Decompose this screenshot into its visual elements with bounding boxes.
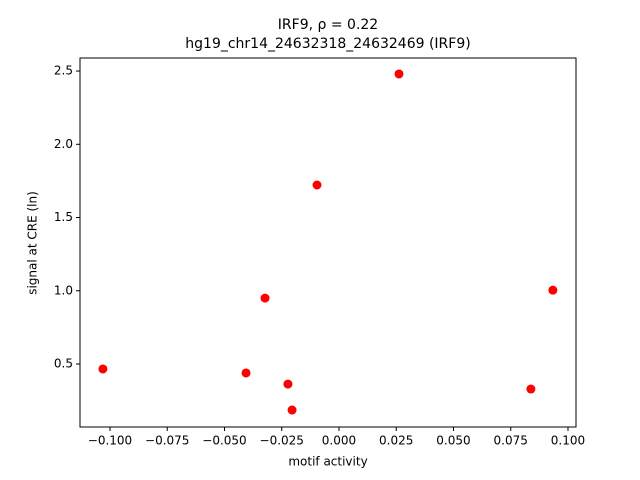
- x-tick-label: 0.025: [379, 434, 413, 448]
- x-axis-label: motif activity: [288, 455, 367, 469]
- x-tick-label: 0.100: [551, 434, 585, 448]
- point: [260, 293, 270, 303]
- x-tick-label: −0.075: [145, 434, 189, 448]
- point: [312, 180, 322, 190]
- x-tick-label: 0.050: [436, 434, 470, 448]
- point: [548, 285, 558, 295]
- y-tick-label: 0.5: [54, 357, 73, 371]
- chart-title: IRF9, ρ = 0.22: [278, 17, 378, 33]
- point: [283, 379, 293, 389]
- y-axis-label: signal at CRE (ln): [26, 191, 40, 295]
- x-tick-label: −0.100: [88, 434, 132, 448]
- point: [241, 368, 251, 378]
- y-tick-label: 1.5: [54, 210, 73, 224]
- point: [394, 69, 404, 79]
- x-tick-label: 0.000: [322, 434, 356, 448]
- y-tick-label: 1.0: [54, 283, 73, 297]
- x-tick-label: 0.075: [494, 434, 528, 448]
- point: [526, 384, 536, 394]
- chart-subtitle: hg19_chr14_24632318_24632469 (IRF9): [185, 36, 470, 52]
- y-tick-label: 2.5: [54, 64, 73, 78]
- point: [287, 405, 297, 415]
- point: [98, 364, 108, 374]
- x-tick-label: −0.050: [202, 434, 246, 448]
- y-tick-label: 2.0: [54, 137, 73, 151]
- x-tick-label: −0.025: [260, 434, 304, 448]
- plot-frame: [79, 57, 577, 428]
